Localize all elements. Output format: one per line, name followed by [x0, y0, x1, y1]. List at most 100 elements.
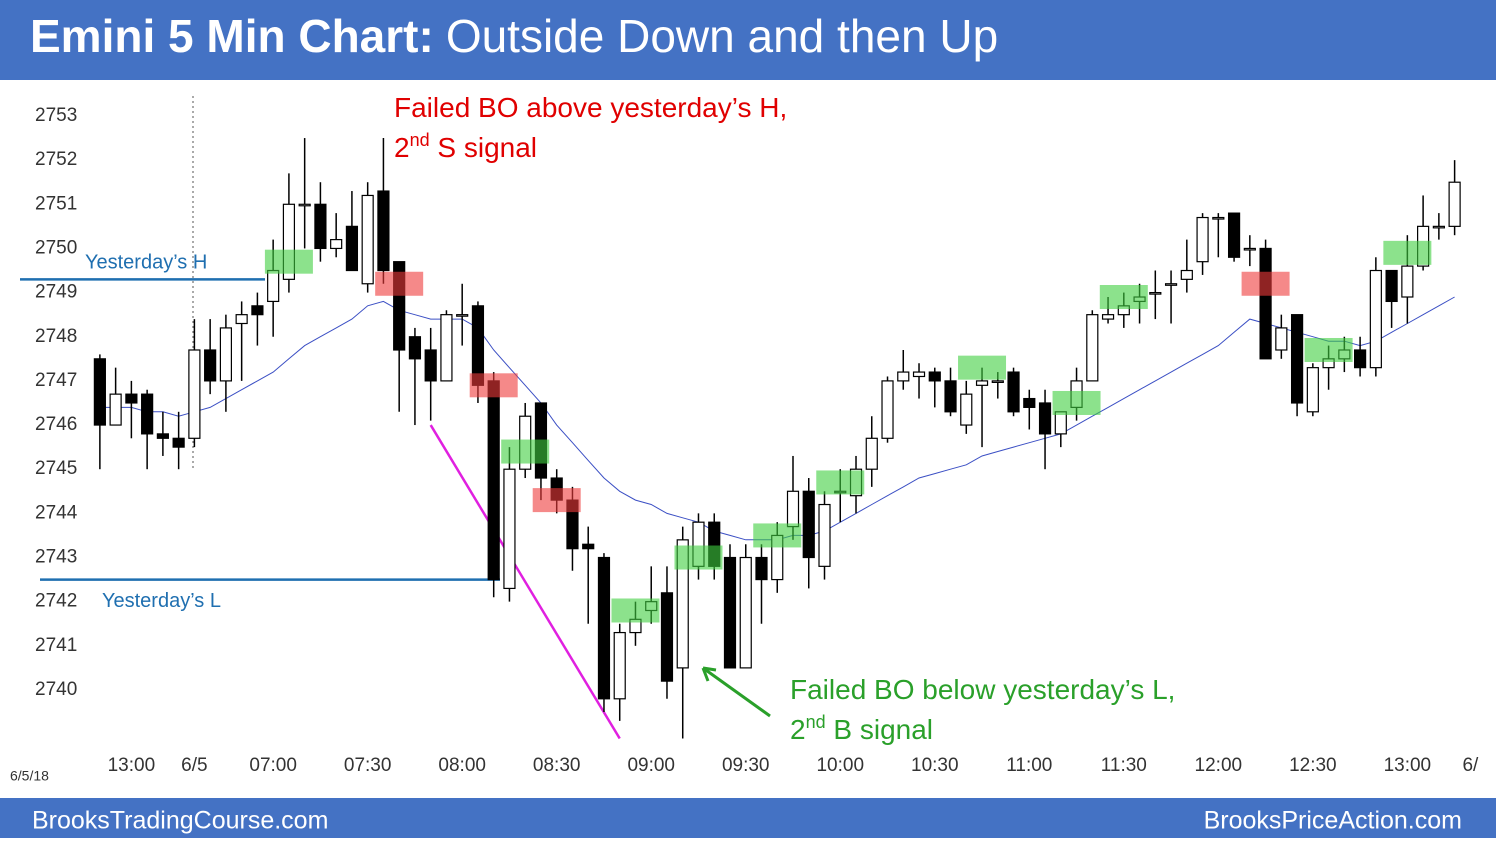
candle-body [897, 371, 910, 382]
candle-body [141, 393, 154, 435]
candle-body [503, 468, 516, 590]
footer-bar [0, 798, 1496, 838]
x-tick-label: 10:30 [911, 755, 959, 776]
x-tick-label: 11:00 [1006, 755, 1052, 776]
signal-box [1241, 271, 1290, 296]
candle-body [881, 380, 894, 439]
candle-body [818, 503, 831, 567]
candle-body [1038, 402, 1052, 435]
candle-body [1101, 314, 1115, 320]
arrow [701, 666, 771, 718]
candle-body [865, 437, 878, 470]
candle-body [1259, 247, 1272, 360]
x-tick-label: 09:30 [722, 755, 770, 776]
x-tick-label: 6/ [1462, 755, 1479, 776]
candle-body [456, 314, 469, 317]
y-tick-label: 2744 [35, 502, 78, 523]
candle-body [267, 269, 280, 303]
candle-body [251, 305, 264, 316]
candle-body [204, 349, 217, 382]
candle-body [1227, 212, 1241, 258]
annotation-sup: nd [410, 130, 430, 150]
candle-body [487, 380, 500, 581]
candle-body [1149, 291, 1162, 295]
candle-body [1180, 269, 1193, 280]
candle-body [1054, 411, 1067, 435]
signal-box [469, 373, 518, 398]
y-tick-label: 2743 [35, 547, 77, 568]
candle-body [330, 239, 343, 250]
title-text: Outside Down and then Up [446, 10, 998, 62]
signal-box [1304, 337, 1353, 362]
title-lead: Emini 5 Min Chart: [30, 10, 434, 62]
candle-body [1401, 265, 1414, 298]
y-tick-label: 2753 [35, 105, 77, 126]
footer-left: BrooksTradingCourse.com [32, 807, 328, 835]
annotation-text: 2 [790, 714, 806, 745]
annotation: 2nd B signal [790, 712, 933, 746]
annotation-sup: nd [806, 712, 826, 732]
signal-box [1383, 240, 1432, 265]
annotation: Failed BO below yesterday’s L, [790, 674, 1175, 705]
annotation-text: Failed BO above yesterday’s H, [394, 92, 787, 123]
signal-box [532, 488, 581, 513]
candle-body [235, 314, 248, 325]
candle-body [424, 349, 437, 382]
y-tick-label: 2751 [35, 193, 77, 214]
candle-body [93, 358, 106, 426]
x-tick-label: 6/5 [181, 755, 207, 776]
candle-body [991, 380, 1004, 383]
signal-box [375, 271, 424, 296]
candle-body [944, 380, 957, 413]
candle-body [125, 393, 138, 404]
annotation-rest: S signal [430, 132, 537, 163]
candle-body [1243, 247, 1256, 251]
annotation-text: Failed BO below yesterday’s L, [790, 674, 1175, 705]
date-label: 6/5/18 [10, 768, 49, 784]
candle-body [912, 371, 926, 378]
candle-body [1432, 225, 1445, 229]
signal-box [753, 523, 802, 548]
y-tick-label: 2746 [35, 414, 77, 435]
candle-body [1196, 216, 1209, 263]
level-label: Yesterday’s H [85, 252, 207, 274]
candle-body [613, 631, 626, 700]
candle-body [1354, 349, 1367, 369]
signal-box [1052, 390, 1101, 415]
candle-body [188, 349, 201, 439]
footer-right: BrooksPriceAction.com [1204, 807, 1462, 835]
x-tick-label: 12:30 [1289, 755, 1337, 776]
signal-box [264, 249, 313, 274]
candle-body [156, 433, 169, 439]
candle-body [282, 203, 296, 280]
candle-body [440, 314, 453, 382]
moving-average [99, 296, 1455, 541]
y-tick-label: 2740 [35, 679, 77, 700]
candle-body [755, 556, 768, 581]
candle-body [219, 327, 232, 382]
candle-body [408, 336, 422, 360]
candle-body [1369, 269, 1382, 369]
header-title: Emini 5 Min Chart: Outside Down and then … [30, 10, 998, 62]
candle-body [1290, 314, 1304, 404]
candle-body [723, 556, 737, 669]
trendline [429, 424, 621, 740]
y-tick-label: 2741 [35, 635, 77, 656]
x-tick-label: 13:00 [108, 755, 156, 776]
x-tick-label: 07:30 [344, 755, 392, 776]
annotation-text: 2 [394, 132, 410, 163]
candle-body [361, 194, 374, 285]
candle-body [1007, 371, 1020, 413]
candle-body [802, 490, 815, 559]
candle-body [1385, 269, 1398, 303]
signal-box [1099, 285, 1148, 310]
candle-body [975, 380, 989, 386]
candle-body [739, 556, 752, 669]
candle-body [1212, 216, 1225, 220]
candle-body [345, 225, 359, 272]
candle-body [660, 592, 674, 682]
x-tick-label: 10:00 [816, 755, 864, 776]
candle-body [298, 203, 311, 207]
